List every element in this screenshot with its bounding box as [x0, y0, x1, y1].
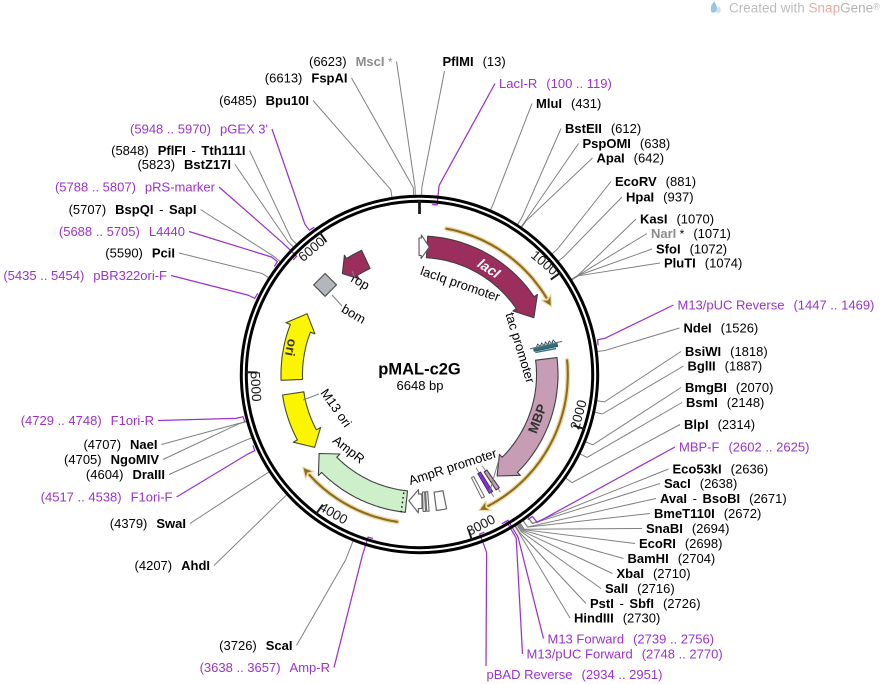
svg-text:ori: ori — [282, 338, 300, 358]
svg-text:SnaBI(2694): SnaBI (2694) — [646, 521, 729, 536]
svg-text:(5848)PflFI - Tth111I: (5848) PflFI - Tth111I — [111, 143, 245, 158]
svg-text:MluI(431): MluI (431) — [536, 96, 601, 111]
svg-text:PflMI(13): PflMI (13) — [443, 54, 506, 69]
svg-text:HindIII(2730): HindIII (2730) — [574, 611, 660, 626]
svg-text:KasI(1070): KasI (1070) — [640, 212, 714, 227]
svg-text:2000: 2000 — [567, 398, 589, 431]
svg-text:EcoRV(881): EcoRV (881) — [615, 174, 696, 189]
svg-text:(5823)BstZ17I: (5823) BstZ17I — [137, 157, 231, 172]
svg-text:(5590)PciI: (5590) PciI — [105, 246, 175, 261]
svg-text:M13/pUC Reverse(1447 .. 1469): M13/pUC Reverse (1447 .. 1469) — [678, 298, 875, 313]
svg-text:XbaI(2710): XbaI (2710) — [617, 566, 691, 581]
svg-text:SfoI(1072): SfoI (1072) — [656, 242, 727, 257]
svg-text:PstI - SbfI(2726): PstI - SbfI (2726) — [590, 596, 701, 611]
svg-text:HpaI(937): HpaI (937) — [626, 190, 694, 205]
svg-text:SacI(2638): SacI (2638) — [664, 476, 737, 491]
svg-text:pMAL-c2G: pMAL-c2G — [378, 361, 461, 379]
svg-text:AvaI - BsoBI(2671): AvaI - BsoBI (2671) — [660, 491, 787, 506]
svg-text:PspOMI(638): PspOMI (638) — [583, 136, 671, 151]
svg-text:BamHI(2704): BamHI (2704) — [628, 551, 716, 566]
svg-text:BsiWI(1818): BsiWI (1818) — [685, 344, 768, 359]
svg-text:BlpI(2314): BlpI (2314) — [684, 417, 755, 432]
svg-text:BglII(1887): BglII (1887) — [688, 359, 763, 374]
svg-text:(4705)NgoMIV: (4705) NgoMIV — [64, 452, 159, 467]
svg-text:PluTI(1074): PluTI (1074) — [664, 256, 742, 271]
svg-text:(4517 .. 4538)F1ori-F: (4517 .. 4538) F1ori-F — [41, 490, 173, 505]
svg-text:NdeI(1526): NdeI (1526) — [684, 321, 759, 336]
svg-text:EcoRI(2698): EcoRI (2698) — [639, 536, 722, 551]
svg-text:BsmI(2148): BsmI (2148) — [686, 395, 764, 410]
svg-text:ApaI(642): ApaI (642) — [597, 151, 665, 166]
svg-text:BstEII(612): BstEII (612) — [565, 121, 641, 136]
svg-text:BmeT110I(2672): BmeT110I (2672) — [654, 506, 761, 521]
svg-text:Eco53kI(2636): Eco53kI (2636) — [673, 462, 769, 477]
svg-text:(3726)ScaI: (3726) ScaI — [219, 638, 292, 653]
svg-text:6648 bp: 6648 bp — [397, 378, 444, 393]
svg-text:M13/pUC Forward(2748 .. 2770): M13/pUC Forward (2748 .. 2770) — [527, 647, 723, 662]
svg-text:(5688 .. 5705)L4440: (5688 .. 5705) L4440 — [59, 224, 185, 239]
svg-text:(4707)NaeI: (4707) NaeI — [83, 437, 157, 452]
svg-text:NarI *(1071): NarI * (1071) — [651, 226, 731, 241]
svg-text:(3638 .. 3657)Amp-R: (3638 .. 3657) Amp-R — [200, 660, 330, 675]
svg-text:(5788 .. 5807)pRS-marker: (5788 .. 5807) pRS-marker — [55, 180, 216, 195]
svg-text:Created with SnapGene®: Created with SnapGene® — [729, 1, 880, 16]
svg-text:(4729 .. 4748)F1ori-R: (4729 .. 4748) F1ori-R — [21, 413, 154, 428]
svg-text:SalI(2716): SalI (2716) — [605, 581, 675, 596]
svg-text:5000: 5000 — [248, 371, 265, 402]
svg-text:(5948 .. 5970)pGEX 3': (5948 .. 5970) pGEX 3' — [130, 122, 268, 137]
svg-text:MBP-F(2602 .. 2625): MBP-F (2602 .. 2625) — [679, 440, 809, 455]
svg-text:BmgBI(2070): BmgBI (2070) — [685, 380, 773, 395]
svg-text:(5707)BspQI - SapI: (5707) BspQI - SapI — [69, 202, 197, 217]
svg-text:LacI-R(100 .. 119): LacI-R (100 .. 119) — [499, 76, 612, 91]
